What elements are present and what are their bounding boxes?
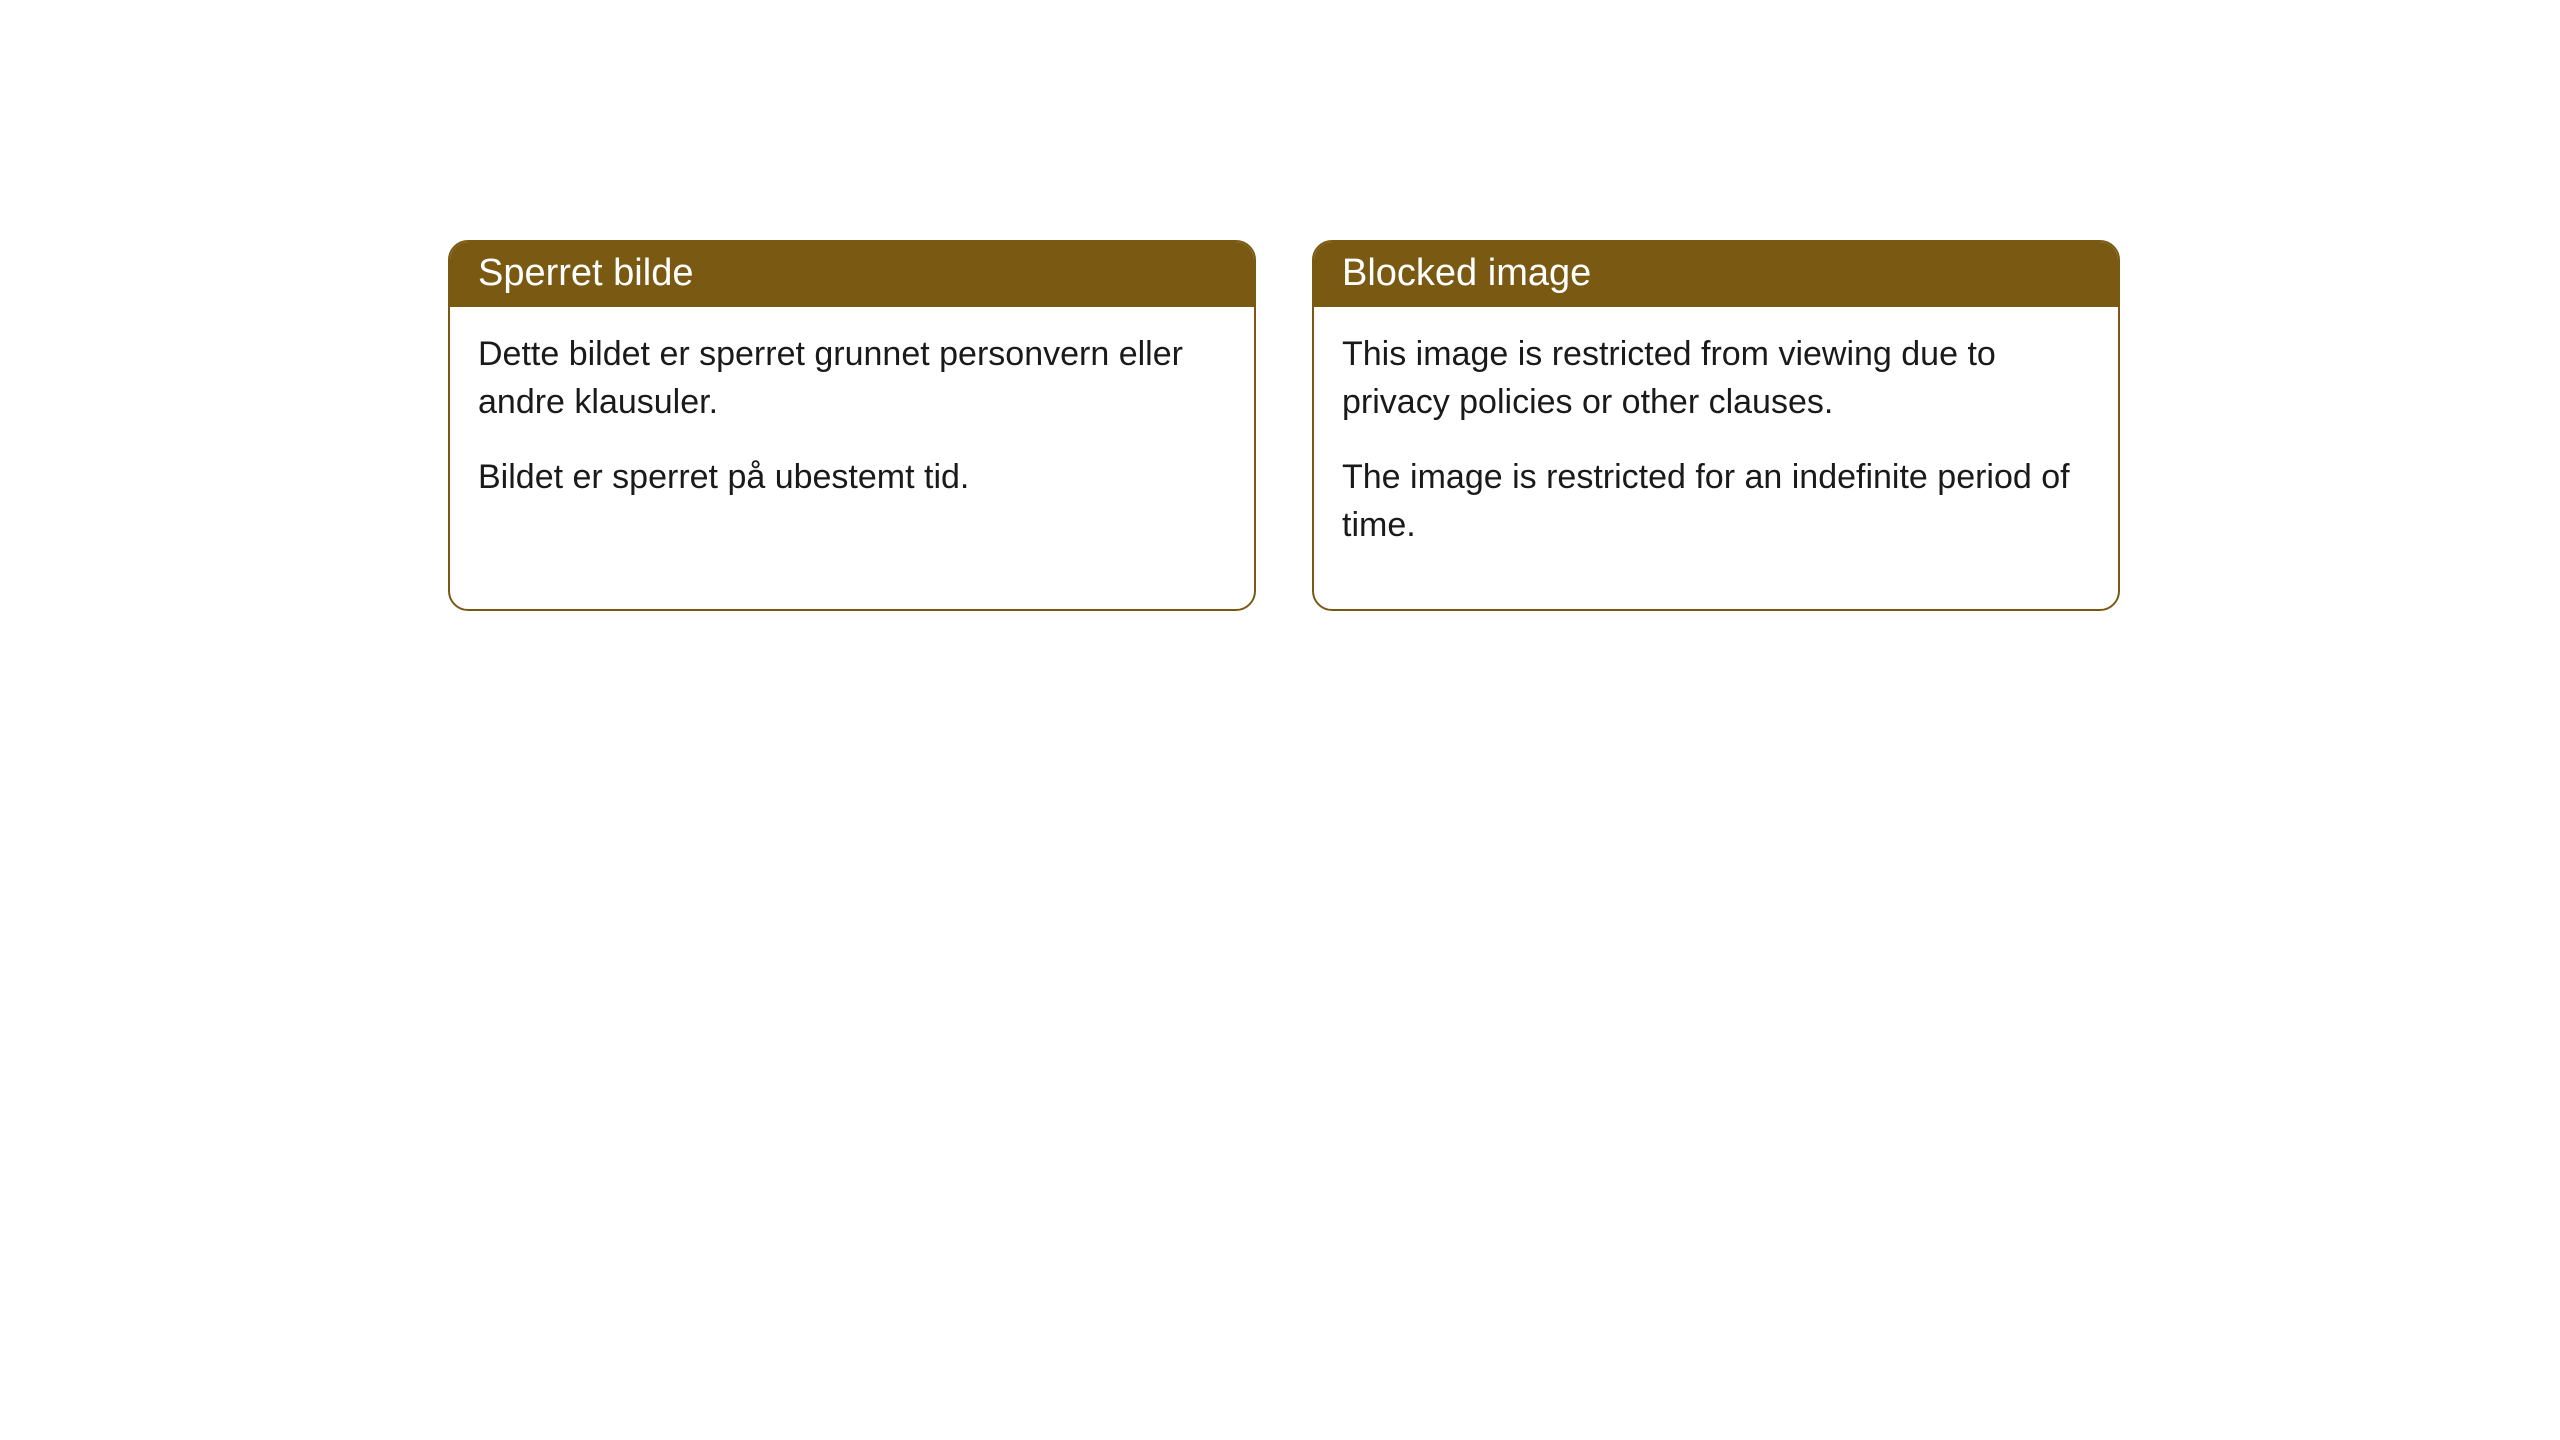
card-title: Blocked image [1342, 252, 1591, 294]
card-body: Dette bildet er sperret grunnet personve… [450, 307, 1254, 562]
notice-card-norwegian: Sperret bilde Dette bildet er sperret gr… [448, 240, 1256, 611]
notice-cards-container: Sperret bilde Dette bildet er sperret gr… [0, 0, 2560, 611]
card-paragraph-1: This image is restricted from viewing du… [1342, 331, 2090, 426]
card-body: This image is restricted from viewing du… [1314, 307, 2118, 609]
card-paragraph-2: Bildet er sperret på ubestemt tid. [478, 454, 1226, 502]
card-header: Sperret bilde [450, 242, 1254, 307]
card-header: Blocked image [1314, 242, 2118, 307]
notice-card-english: Blocked image This image is restricted f… [1312, 240, 2120, 611]
card-paragraph-2: The image is restricted for an indefinit… [1342, 454, 2090, 549]
card-title: Sperret bilde [478, 252, 693, 294]
card-paragraph-1: Dette bildet er sperret grunnet personve… [478, 331, 1226, 426]
